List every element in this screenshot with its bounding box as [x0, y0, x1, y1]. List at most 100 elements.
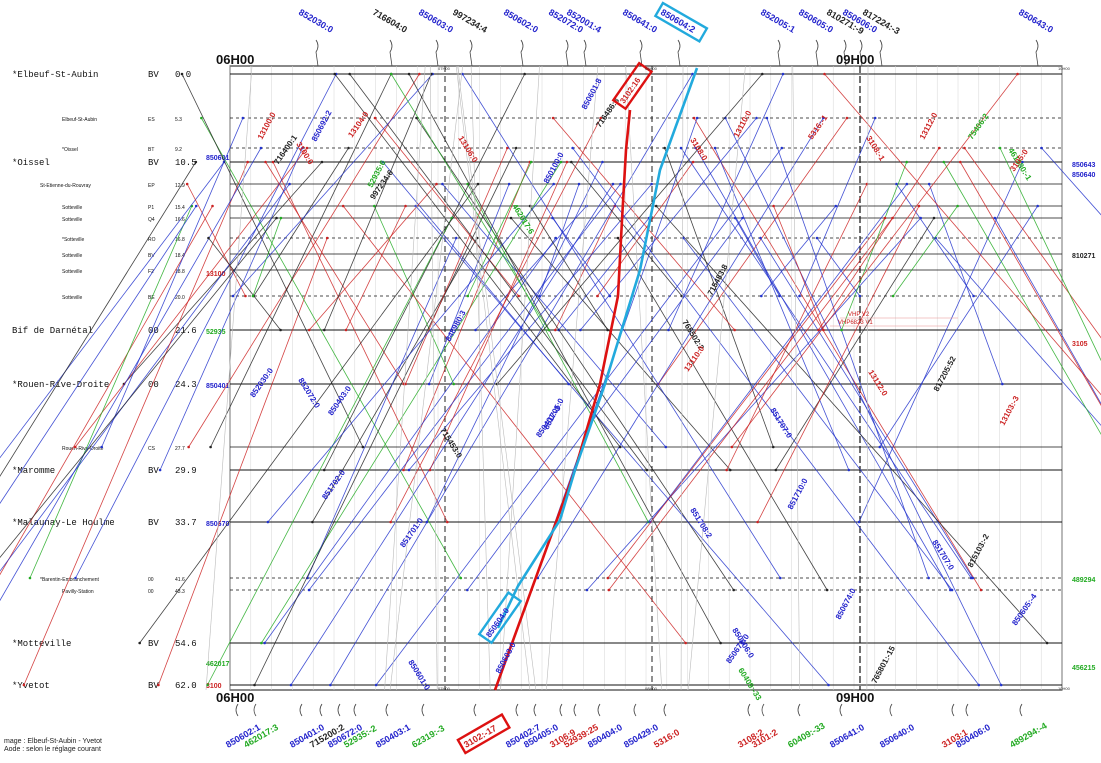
- train-stop-marker: [407, 72, 411, 76]
- train-path: [307, 237, 457, 579]
- train-path: [455, 65, 531, 691]
- station-code: RO: [148, 237, 156, 243]
- train-path: [159, 147, 303, 471]
- inline-train-label: 850603:0: [494, 640, 518, 675]
- top-label-connector: [315, 39, 319, 67]
- train-stop-marker: [823, 72, 826, 76]
- inline-train-label-highlight-box: [477, 590, 523, 645]
- train-stop-marker: [552, 182, 555, 186]
- train-stop-marker: [389, 72, 393, 76]
- station-code: EP: [148, 183, 155, 189]
- inline-train-label: 850100:0: [542, 150, 566, 185]
- train-stop-marker: [993, 216, 997, 220]
- train-path: [323, 73, 432, 331]
- train-path: [726, 183, 868, 471]
- train-stop-marker: [1001, 382, 1004, 386]
- inline-train-label-text: 13110:0: [682, 344, 706, 373]
- train-stop-marker: [606, 328, 609, 332]
- train-stop-marker: [755, 116, 758, 120]
- inline-train-label: 75406:2: [966, 111, 991, 141]
- inline-train-label: 815103:-2: [966, 532, 991, 569]
- train-stop-marker: [680, 294, 684, 298]
- train-path: [818, 147, 940, 331]
- train-stop-marker: [692, 116, 696, 120]
- train-stop-marker: [430, 72, 433, 76]
- train-stop-marker: [260, 641, 263, 645]
- station-km: 21.6: [175, 326, 197, 336]
- train-path: [29, 205, 193, 579]
- bottom-train-label-text: 850640:0: [878, 722, 916, 750]
- bottom-train-label-text: 850641:0: [828, 722, 866, 750]
- train-path: [290, 183, 614, 686]
- bottom-train-label-text: 60409:-33: [786, 721, 827, 750]
- station-km: 0.0: [175, 70, 191, 80]
- time-label-bottom: 06H00: [216, 690, 254, 705]
- bottom-label-connector: [559, 703, 563, 717]
- train-stop-marker: [402, 468, 405, 472]
- train-path: [580, 117, 757, 331]
- train-stop-marker: [476, 182, 480, 186]
- train-path: [415, 205, 829, 686]
- train-path: [408, 73, 721, 644]
- train-path: [272, 161, 448, 523]
- train-stop-marker: [288, 182, 291, 186]
- inline-train-label: 852072:0: [296, 376, 322, 410]
- train-stop-marker: [691, 72, 694, 76]
- train-stop-marker: [781, 72, 785, 76]
- train-stop-marker: [341, 204, 345, 208]
- train-path: [403, 161, 531, 471]
- inline-train-label: VHP V2: [848, 312, 870, 318]
- inline-train-label: VHP6823 V1: [838, 320, 873, 326]
- inline-train-label: 765801:-15: [870, 644, 897, 685]
- train-stop-marker: [733, 328, 736, 332]
- bottom-train-label: 850403:1: [374, 722, 412, 750]
- train-stop-marker: [942, 160, 946, 164]
- train-stop-marker: [211, 204, 214, 208]
- train-stop-marker: [840, 328, 843, 332]
- top-label-connector: [777, 39, 781, 67]
- train-850604-path: [496, 67, 699, 629]
- station-name: Sotteville: [62, 253, 83, 259]
- station-km: 29.9: [175, 466, 197, 476]
- train-path: [496, 73, 763, 385]
- top-train-label: 850602:0: [502, 7, 540, 35]
- train-stop-marker: [404, 204, 407, 208]
- train-path: [0, 147, 262, 602]
- train-path: [207, 217, 453, 686]
- train-path: [373, 205, 455, 385]
- train-path: [766, 117, 929, 579]
- train-stop-marker: [279, 216, 283, 220]
- train-path: [680, 147, 972, 579]
- inline-train-label-text: 850401:-3: [534, 404, 563, 439]
- station-code: BV: [148, 518, 159, 528]
- train-stop-marker: [730, 445, 734, 449]
- train-stop-marker: [873, 116, 877, 120]
- train-path: [405, 147, 508, 385]
- train-path: [264, 237, 557, 644]
- train-path: [462, 73, 781, 579]
- train-path: [0, 205, 197, 504]
- bottom-label-connector: [965, 703, 969, 717]
- bottom-label-connector: [633, 703, 637, 717]
- bottom-train-label-text: 62319:-3: [410, 723, 446, 750]
- train-path: [210, 73, 392, 448]
- train-stop-marker: [765, 116, 769, 120]
- train-stop-marker: [347, 146, 350, 150]
- station-km: 33.7: [175, 518, 197, 528]
- train-stop-marker: [73, 445, 77, 449]
- footer: mage : Elbeuf-St-Aubin - Yvetot Aode : s…: [4, 738, 102, 754]
- train-path: [139, 183, 479, 644]
- train-stop-marker: [607, 588, 611, 592]
- train-stop-marker: [679, 146, 683, 150]
- train-path: [384, 65, 426, 691]
- train-stop-marker: [266, 520, 270, 524]
- bottom-label-connector: [797, 703, 801, 717]
- train-stop-marker: [719, 641, 722, 645]
- inline-train-label-text: 716400:1: [272, 133, 299, 166]
- bottom-label-connector: [385, 703, 389, 717]
- station-code: Q4: [148, 217, 155, 223]
- train-path: [607, 217, 886, 579]
- train-path: [545, 65, 599, 691]
- inline-train-label-text: 765801:-15: [870, 644, 897, 685]
- train-stop-marker: [619, 182, 622, 186]
